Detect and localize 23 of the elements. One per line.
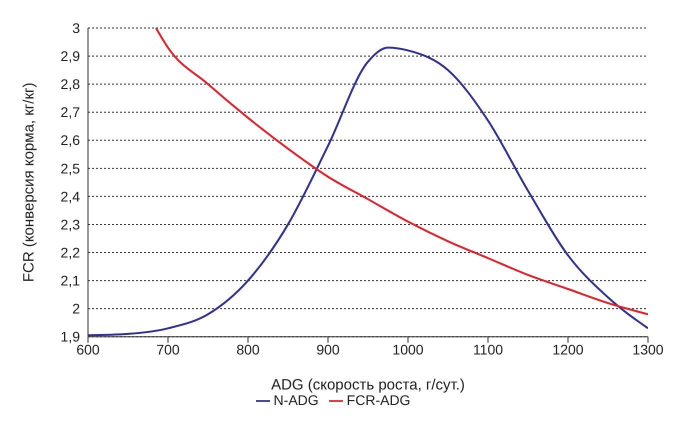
x-tick-label: 800 [236, 342, 260, 358]
legend-label: N-ADG [274, 392, 319, 408]
y-tick-label: 2,9 [60, 48, 80, 64]
x-tick-label: 1100 [472, 342, 504, 358]
y-tick-label: 2,7 [60, 104, 80, 120]
x-axis-title: ADG (скорость роста, г/сут.) [271, 376, 465, 394]
y-tick-label: 2,2 [60, 244, 80, 260]
x-tick-label: 700 [156, 342, 180, 358]
legend-label: FCR-ADG [346, 392, 410, 408]
y-tick-label: 2,3 [60, 216, 80, 232]
y-tick-label: 2,6 [60, 132, 80, 148]
y-tick-label: 2,5 [60, 160, 80, 176]
y-tick-label: 2,8 [60, 76, 80, 92]
y-axis-title: FCR (конверсия корма, кг/кг) [20, 82, 38, 282]
y-tick-label: 2,1 [60, 272, 80, 289]
x-tick-label: 1200 [552, 342, 584, 358]
line-series [155, 28, 648, 316]
x-tick-label: 900 [316, 342, 340, 358]
x-tick-label: 1300 [632, 342, 664, 358]
x-tick-label: 1000 [392, 342, 424, 358]
y-tick-label: 3 [72, 20, 80, 36]
y-tick-label: 2,4 [60, 188, 80, 204]
y-tick-label: 2 [72, 300, 80, 317]
